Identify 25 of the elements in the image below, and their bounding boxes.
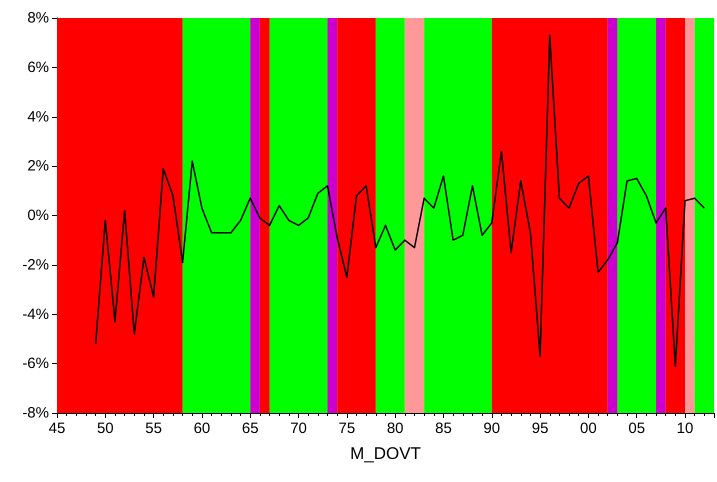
x-tick-label: 45 xyxy=(48,420,66,437)
x-tick-label: 05 xyxy=(628,420,646,437)
y-tick-label: -6% xyxy=(22,355,49,372)
x-tick-label: 85 xyxy=(435,420,452,437)
y-tick-label: -2% xyxy=(22,256,49,274)
y-tick-label: -8% xyxy=(22,404,49,422)
x-tick-label: 80 xyxy=(386,420,404,437)
x-tick-label: 90 xyxy=(483,420,500,437)
y-tick-label: 4% xyxy=(27,108,49,126)
x-tick-label: 60 xyxy=(194,420,210,437)
x-tick-label: 65 xyxy=(242,420,259,437)
x-tick-label: 70 xyxy=(290,420,307,437)
x-tick-label: 00 xyxy=(580,420,597,437)
y-tick-label: 2% xyxy=(27,158,49,175)
y-tick-label: 0% xyxy=(27,207,49,224)
line-series xyxy=(94,34,706,367)
x-tick-label: 95 xyxy=(532,420,548,437)
x-tick-label: 75 xyxy=(338,420,356,437)
x-tick-label: 55 xyxy=(145,420,162,437)
x-tick-label: 50 xyxy=(96,420,114,437)
y-tick-label: 8% xyxy=(27,10,49,26)
x-tick-label: 10 xyxy=(676,420,694,437)
y-tick-label: 6% xyxy=(27,58,49,76)
y-tick-label: -4% xyxy=(22,306,49,323)
x-axis-title: M_DOVT xyxy=(350,444,421,463)
